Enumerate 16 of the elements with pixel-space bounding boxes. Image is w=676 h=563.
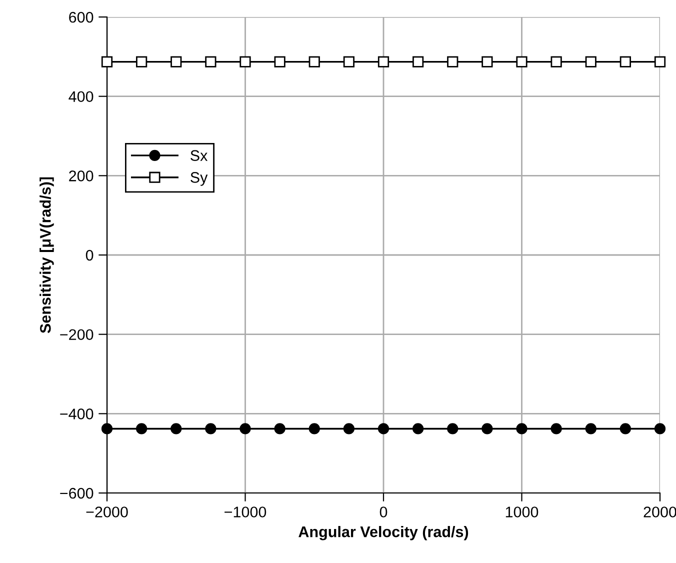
y-tick-label: 400	[68, 91, 94, 102]
x-axis-title: Angular Velocity (rad/s)	[298, 526, 468, 540]
y-tick-label: −600	[60, 488, 94, 499]
y-tick-label: −200	[60, 329, 94, 340]
legend-label: Sy	[190, 172, 208, 186]
x-tick-label: 2000	[644, 506, 676, 518]
y-tick-label: −400	[60, 408, 94, 420]
y-tick-label: 0	[86, 250, 94, 261]
y-axis-title: Sensitivity [μV(rad/s)]	[40, 177, 54, 334]
x-tick-label: −2000	[86, 506, 128, 518]
x-tick-label: −1000	[224, 506, 266, 518]
legend-label: Sx	[190, 150, 208, 161]
y-tick-label: 600	[69, 12, 94, 23]
x-tick-label: 1000	[506, 506, 538, 518]
y-tick-label: 200	[69, 170, 94, 182]
x-tick-label: 0	[380, 506, 388, 518]
